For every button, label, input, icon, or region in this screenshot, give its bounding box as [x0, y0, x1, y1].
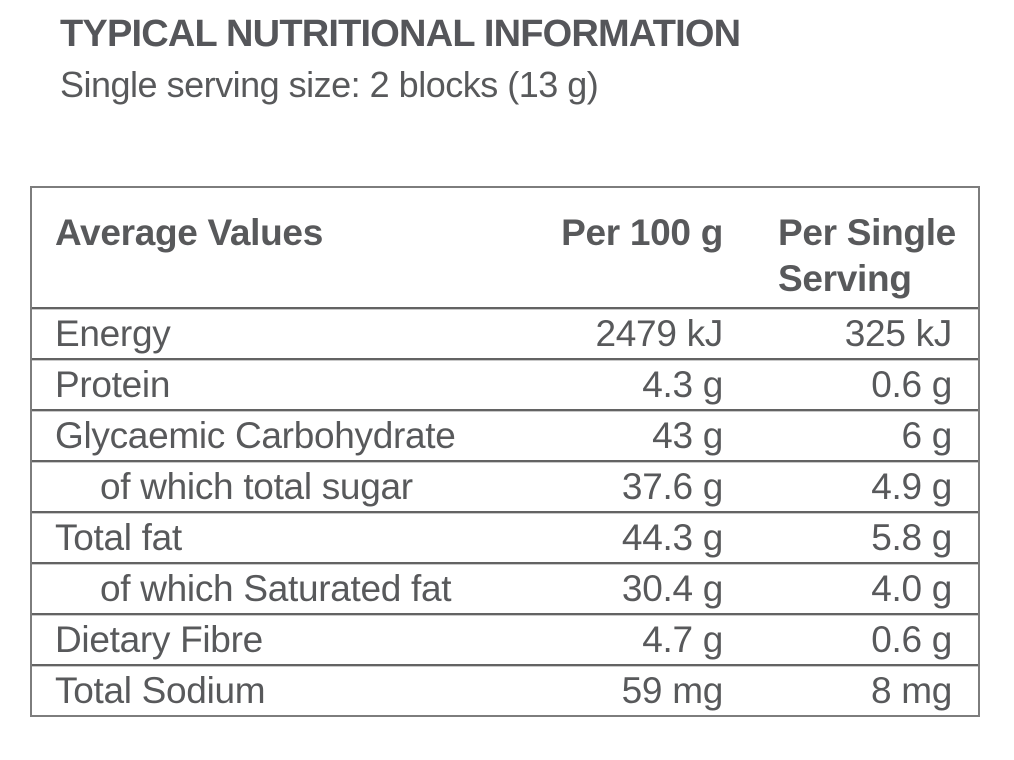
table-row-total-sodium: Total Sodium 59 mg 8 mg [32, 667, 978, 715]
per-serving-value: 8 mg [870, 670, 952, 711]
per-100g-value: 37.6 g [621, 466, 723, 507]
table-row-saturated-fat: of which Saturated fat 30.4 g 4.0 g [32, 565, 978, 613]
per-serving-value: 0.6 g [871, 364, 952, 405]
per-serving-value: 0.6 g [871, 619, 952, 660]
row-divider [32, 307, 978, 310]
table-row-glycaemic-carbohydrate: Glycaemic Carbohydrate 43 g 6 g [32, 412, 978, 460]
table-row-dietary-fibre: Dietary Fibre 4.7 g 0.6 g [32, 616, 978, 664]
nutrient-label: Total Sodium [55, 670, 266, 711]
per-serving-value: 4.9 g [871, 466, 952, 507]
nutrient-label: Protein [55, 364, 171, 405]
nutrient-label: Dietary Fibre [55, 619, 263, 660]
row-divider [32, 613, 978, 616]
per-100g-value: 44.3 g [621, 517, 723, 558]
per-100g-value: 30.4 g [621, 568, 723, 609]
per-serving-value: 6 g [901, 415, 952, 456]
row-divider [32, 358, 978, 361]
nutrition-table: Average Values Per 100 g Per Single Serv… [30, 186, 980, 717]
serving-size-text: Single serving size: 2 blocks (13 g) [60, 63, 599, 105]
table-header-row: Average Values Per 100 g Per Single Serv… [32, 188, 978, 307]
per-serving-value: 325 kJ [844, 313, 953, 354]
per-100g-value: 59 mg [621, 670, 724, 711]
table-row-energy: Energy 2479 kJ 325 kJ [32, 310, 978, 358]
per-100g-value: 2479 kJ [595, 313, 724, 354]
table-row-total-sugar: of which total sugar 37.6 g 4.9 g [32, 463, 978, 511]
table-row-protein: Protein 4.3 g 0.6 g [32, 361, 978, 409]
nutrient-label: Total fat [55, 517, 182, 558]
per-100g-value: 43 g [652, 415, 723, 456]
row-divider [32, 409, 978, 412]
row-divider [32, 460, 978, 463]
per-100g-value: 4.7 g [642, 619, 723, 660]
nutrient-label: Energy [55, 313, 171, 354]
row-divider [32, 562, 978, 565]
nutrient-sublabel: of which Saturated fat [100, 568, 452, 609]
nutrient-sublabel: of which total sugar [100, 466, 413, 507]
row-divider [32, 511, 978, 514]
per-serving-value: 5.8 g [871, 517, 952, 558]
per-serving-value: 4.0 g [871, 568, 952, 609]
column-header-average-values: Average Values [55, 212, 323, 253]
label-header: TYPICAL NUTRITIONAL INFORMATION Single s… [60, 12, 741, 106]
page-title: TYPICAL NUTRITIONAL INFORMATION [60, 13, 741, 55]
column-header-per-100g: Per 100 g [561, 212, 723, 253]
per-100g-value: 4.3 g [642, 364, 723, 405]
nutrient-label: Glycaemic Carbohydrate [55, 415, 456, 456]
table-row-total-fat: Total fat 44.3 g 5.8 g [32, 514, 978, 562]
row-divider [32, 664, 978, 667]
column-header-per-single-serving: Per Single Serving [778, 212, 956, 300]
